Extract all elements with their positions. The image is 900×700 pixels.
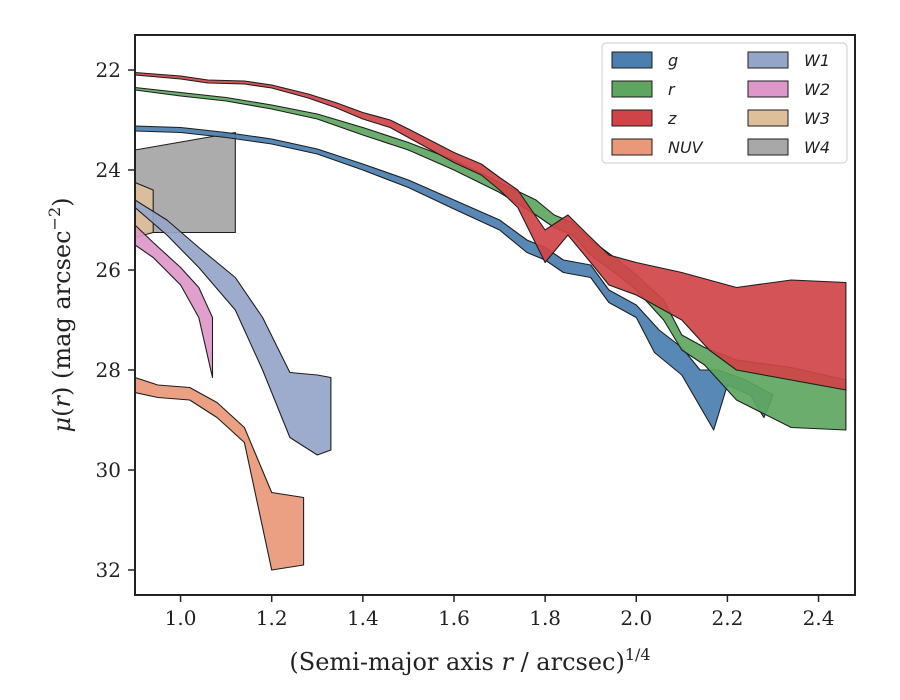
legend-frame [601, 42, 848, 164]
y-axis-label: μ(r) (mag arcsec−2) [45, 197, 76, 432]
legend-swatch-r [611, 80, 653, 98]
legend-label-g: g [668, 51, 678, 70]
legend-label-w3: W3 [804, 109, 830, 128]
x-axis-label: (Semi-major axis r / arcsec)1/4 [289, 645, 650, 676]
x-tick-label: 1.2 [256, 606, 288, 630]
band-nuv [135, 376, 305, 571]
legend-label-w2: W2 [804, 80, 830, 99]
x-tick-label: 1.6 [438, 606, 470, 630]
band-z [135, 71, 847, 391]
legend: grz NUV W1 W2 W3 W4 [601, 42, 848, 164]
band-w4 [135, 131, 236, 234]
legend-swatch-z [611, 109, 653, 127]
band-w1 [135, 199, 332, 456]
x-tick-label: 2.2 [711, 606, 743, 630]
y-tick-label: 30 [96, 458, 121, 482]
x-tick-label: 2.4 [803, 606, 835, 630]
legend-label-r: r [668, 80, 676, 99]
plot-frame [134, 34, 856, 596]
x-tick-label: 1.0 [165, 606, 197, 630]
legend-swatch-w1 [747, 51, 789, 69]
legend-swatch-nuv [611, 138, 653, 156]
x-tick-label: 2.0 [620, 606, 652, 630]
band-w2 [135, 224, 214, 379]
y-tick-label: 26 [96, 258, 121, 282]
y-axis-ticks: 22 24 26 28 30 32 [96, 58, 135, 582]
x-tick-label: 1.8 [529, 606, 561, 630]
legend-swatch-w4 [747, 138, 789, 156]
legend-label-w1: W1 [804, 51, 830, 70]
legend-swatch-w2 [747, 80, 789, 98]
y-tick-label: 32 [96, 558, 121, 582]
legend-label-z: z [667, 109, 677, 128]
x-tick-label: 1.4 [347, 606, 379, 630]
legend-swatch-g [611, 51, 653, 69]
band-g [135, 125, 774, 431]
y-tick-label: 22 [96, 58, 121, 82]
x-axis-ticks: 1.0 1.2 1.4 1.6 1.8 2.0 2.2 2.4 [165, 595, 835, 630]
legend-label-nuv: NUV [668, 138, 704, 157]
legend-swatch-w3 [747, 109, 789, 127]
legend-label-w4: W4 [804, 138, 830, 157]
y-tick-label: 28 [96, 358, 121, 382]
profile-bands [135, 71, 847, 571]
y-tick-label: 24 [96, 158, 121, 182]
